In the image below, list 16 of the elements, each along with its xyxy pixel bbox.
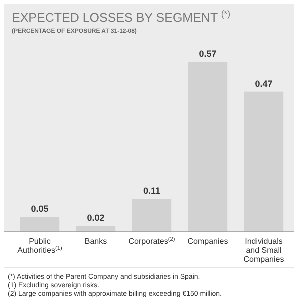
data-label: 0.11 <box>143 186 161 196</box>
data-label: 0.02 <box>87 213 105 224</box>
x-tick-label: Banks <box>84 237 108 246</box>
x-tick-label: Companies <box>188 237 228 246</box>
x-tick-label: Corporates$^{(2)}$ <box>128 236 176 246</box>
bar <box>188 62 228 232</box>
x-tick-label: Individuals and Small Companies <box>244 237 284 264</box>
data-label: 0.05 <box>31 204 49 214</box>
bar <box>20 217 60 232</box>
x-tick-label: Public Authorities$^{(1)}$ <box>18 237 62 255</box>
bar <box>244 92 284 232</box>
bar <box>132 199 172 232</box>
bar <box>76 226 116 232</box>
data-label: 0.57 <box>199 49 217 59</box>
data-label: 0.47 <box>255 78 273 89</box>
chart-title: EXPECTED LOSSES BY SEGMENT $^{(*)}$ <box>12 9 231 25</box>
